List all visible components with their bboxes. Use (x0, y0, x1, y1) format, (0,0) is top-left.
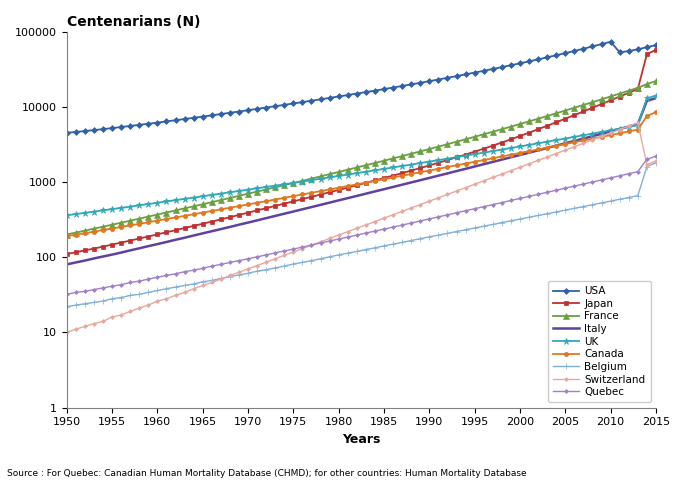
Italy (62, 262, 71, 267)
Line: Canada: Canada (64, 110, 658, 238)
Japan (525, 130, 533, 135)
Switzerland (244, 266, 252, 272)
Italy (244, 220, 252, 226)
Japan (316, 192, 325, 197)
Belgium (316, 256, 325, 262)
Japan (652, 47, 660, 53)
France (208, 199, 216, 205)
France (525, 119, 533, 124)
UK (208, 192, 216, 198)
Line: Japan: Japan (64, 48, 658, 256)
France (316, 173, 325, 179)
Line: France: France (64, 78, 659, 237)
Italy (606, 129, 614, 134)
Line: Switzerland: Switzerland (65, 121, 658, 334)
Switzerland (62, 329, 71, 335)
Switzerland (208, 280, 216, 286)
Switzerland (634, 120, 642, 126)
X-axis label: Years: Years (342, 433, 380, 446)
USA (108, 125, 116, 131)
Line: Italy: Italy (66, 98, 656, 264)
USA (652, 42, 660, 48)
Canada (208, 208, 216, 214)
USA (616, 49, 624, 55)
France (62, 232, 71, 238)
Italy (208, 228, 216, 234)
Line: Belgium: Belgium (64, 160, 659, 309)
Switzerland (652, 158, 660, 164)
UK (244, 187, 252, 192)
Quebec (316, 240, 325, 246)
Italy (153, 241, 162, 247)
Belgium (62, 304, 71, 310)
Belgium (606, 198, 614, 204)
USA (208, 112, 216, 118)
UK (652, 93, 660, 99)
Quebec (153, 275, 162, 280)
Canada (606, 132, 614, 138)
Text: Centenarians (N): Centenarians (N) (66, 15, 200, 29)
Line: UK: UK (63, 92, 660, 219)
Legend: USA, Japan, France, Italy, UK, Canada, Belgium, Switzerland, Quebec: USA, Japan, France, Italy, UK, Canada, B… (548, 281, 651, 402)
UK (153, 200, 162, 205)
Japan (153, 231, 162, 237)
UK (316, 176, 325, 181)
Canada (525, 148, 533, 154)
Canada (153, 218, 162, 224)
Italy (316, 202, 325, 208)
France (606, 94, 614, 99)
Quebec (62, 291, 71, 297)
Switzerland (316, 239, 325, 245)
Quebec (244, 256, 252, 262)
Canada (62, 233, 71, 239)
Quebec (208, 263, 216, 269)
Switzerland (108, 314, 116, 320)
Belgium (153, 288, 162, 293)
Quebec (652, 153, 660, 159)
Italy (525, 150, 533, 156)
Canada (316, 188, 325, 194)
France (652, 78, 660, 84)
Canada (652, 109, 660, 115)
Japan (208, 219, 216, 225)
USA (606, 39, 614, 45)
Belgium (652, 160, 660, 166)
Quebec (606, 175, 614, 181)
UK (62, 213, 71, 218)
France (244, 191, 252, 197)
Line: USA: USA (64, 40, 658, 135)
UK (606, 127, 614, 133)
Canada (244, 202, 252, 207)
Japan (606, 97, 614, 103)
Belgium (525, 215, 533, 220)
Switzerland (606, 130, 614, 136)
Quebec (525, 193, 533, 199)
USA (525, 59, 533, 64)
Japan (244, 210, 252, 216)
Text: Source : For Quebec: Canadian Human Mortality Database (CHMD); for other countri: Source : For Quebec: Canadian Human Mort… (7, 468, 527, 478)
Italy (652, 96, 660, 101)
France (153, 212, 162, 217)
Line: Quebec: Quebec (65, 155, 658, 296)
UK (525, 142, 533, 148)
USA (244, 108, 252, 113)
USA (316, 96, 325, 102)
Belgium (244, 270, 252, 276)
Japan (62, 251, 71, 257)
Switzerland (525, 161, 533, 167)
USA (62, 130, 71, 136)
Belgium (208, 277, 216, 283)
